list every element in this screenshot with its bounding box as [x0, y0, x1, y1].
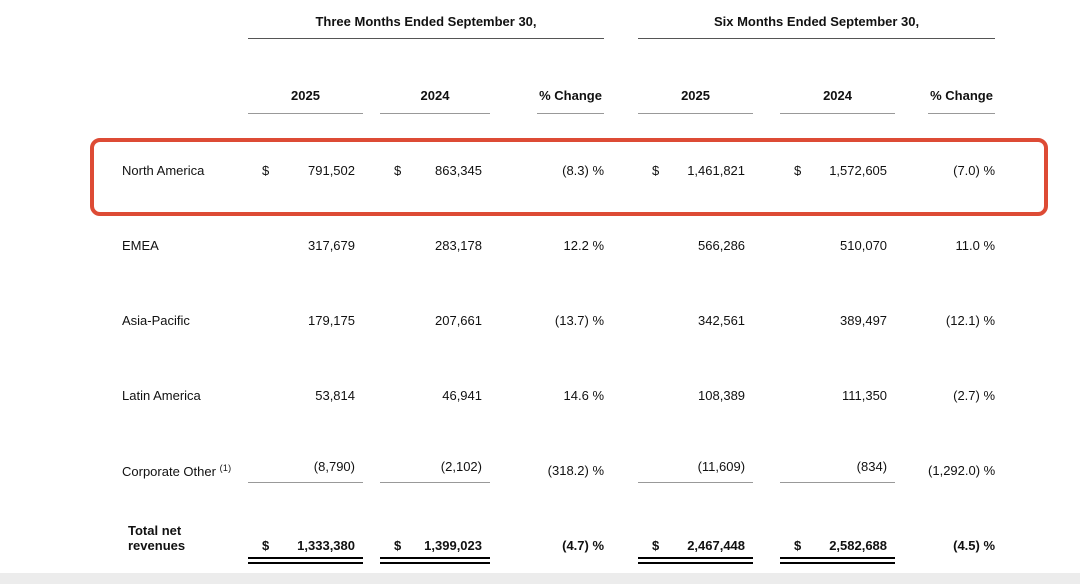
revenue-cell: 108,389	[698, 388, 746, 403]
total-cell: $1,333,380	[248, 508, 363, 568]
double-rule	[638, 557, 754, 564]
row-label: Corporate Other (1)	[122, 462, 232, 479]
dollar-sign: $	[652, 163, 660, 178]
pct-change-cell: (8.3) %	[562, 163, 605, 178]
col-header-2025-6m: 2025	[638, 86, 754, 114]
group-header-row: Three Months Ended September 30, Six Mon…	[122, 8, 996, 39]
revenue-cell: 317,679	[308, 238, 355, 253]
revenue-cell: 283,178	[435, 238, 482, 253]
table-row-asia-pacific: Asia-Pacific 179,175 207,661 (13.7) % 34…	[122, 283, 995, 358]
single-rule	[780, 481, 896, 483]
footnote-marker: (1)	[219, 462, 232, 473]
revenue-cell: 566,286	[698, 238, 746, 253]
revenue-cell: $863,345	[394, 163, 482, 178]
total-cell: $2,582,688	[780, 508, 896, 568]
table-row-north-america: North America $791,502 $863,345 (8.3) % …	[122, 133, 995, 208]
double-rule	[248, 557, 363, 564]
pct-change-cell: (7.0) %	[953, 163, 996, 178]
col-header-2024-6m: 2024	[780, 86, 896, 114]
revenue-cell: 46,941	[442, 388, 482, 403]
pct-change-cell: (318.2) %	[547, 463, 605, 478]
total-cell: $2,467,448	[638, 508, 754, 568]
pct-change-cell: (4.5) %	[953, 538, 996, 553]
row-label: Latin America	[122, 388, 201, 403]
row-label: Asia-Pacific	[122, 313, 190, 328]
revenue-cell: 111,350	[841, 388, 888, 403]
revenue-cell: 53,814	[315, 388, 355, 403]
col-header-2025-3m: 2025	[248, 86, 363, 114]
revenue-cell: 207,661	[435, 313, 482, 328]
revenue-cell: $1,572,605	[794, 163, 888, 178]
revenue-cell: (2,102)	[380, 433, 490, 508]
pct-change-cell: (12.1) %	[945, 313, 996, 328]
pct-change-cell: 14.6 %	[563, 388, 605, 403]
dollar-sign: $	[394, 163, 402, 178]
col-header-change-6m: % Change	[928, 86, 996, 114]
col-header-change-3m: % Change	[537, 86, 605, 114]
group-header-three-months: Three Months Ended September 30,	[248, 8, 605, 39]
table-row-latin-america: Latin America 53,814 46,941 14.6 % 108,3…	[122, 358, 995, 433]
pct-change-cell: (4.7) %	[562, 538, 605, 553]
pct-change-cell: (1,292.0) %	[928, 463, 996, 478]
dollar-sign: $	[262, 538, 270, 553]
col-header-2024-3m: 2024	[380, 86, 490, 114]
revenue-cell: (834)	[780, 433, 896, 508]
column-header-row: 2025 2024 % Change 2025 2024 % Change	[122, 86, 996, 114]
table-row-total-net-revenues: Total net revenues $1,333,380 $1,399,023…	[122, 508, 995, 568]
segment-revenue-table: Three Months Ended September 30, Six Mon…	[122, 8, 995, 568]
row-label: EMEA	[122, 238, 159, 253]
single-rule	[638, 481, 754, 483]
table-row-corporate-other: Corporate Other (1) (8,790) (2,102) (318…	[122, 433, 995, 508]
revenue-cell: (11,609)	[638, 433, 754, 508]
single-rule	[380, 481, 490, 483]
dollar-sign: $	[794, 163, 802, 178]
dollar-sign: $	[394, 538, 402, 553]
dollar-sign: $	[652, 538, 660, 553]
pct-change-cell: (13.7) %	[554, 313, 605, 328]
revenue-cell: $1,461,821	[652, 163, 746, 178]
group-header-six-months: Six Months Ended September 30,	[638, 8, 996, 39]
pct-change-cell: 12.2 %	[563, 238, 605, 253]
pct-change-cell: 11.0 %	[955, 238, 996, 253]
revenue-cell: 389,497	[840, 313, 888, 328]
row-label: North America	[122, 163, 205, 178]
table-row-emea: EMEA 317,679 283,178 12.2 % 566,286 510,…	[122, 208, 995, 283]
pct-change-cell: (2.7) %	[953, 388, 996, 403]
single-rule	[248, 481, 363, 483]
revenue-cell: $791,502	[262, 163, 355, 178]
double-rule	[780, 557, 896, 564]
revenue-cell: 510,070	[840, 238, 888, 253]
total-row-label: Total net revenues	[128, 523, 186, 553]
revenue-cell: (8,790)	[248, 433, 363, 508]
total-cell: $1,399,023	[380, 508, 490, 568]
bottom-edge-strip	[0, 573, 1080, 584]
dollar-sign: $	[262, 163, 270, 178]
dollar-sign: $	[794, 538, 802, 553]
double-rule	[380, 557, 490, 564]
revenue-cell: 342,561	[698, 313, 746, 328]
revenue-cell: 179,175	[308, 313, 355, 328]
